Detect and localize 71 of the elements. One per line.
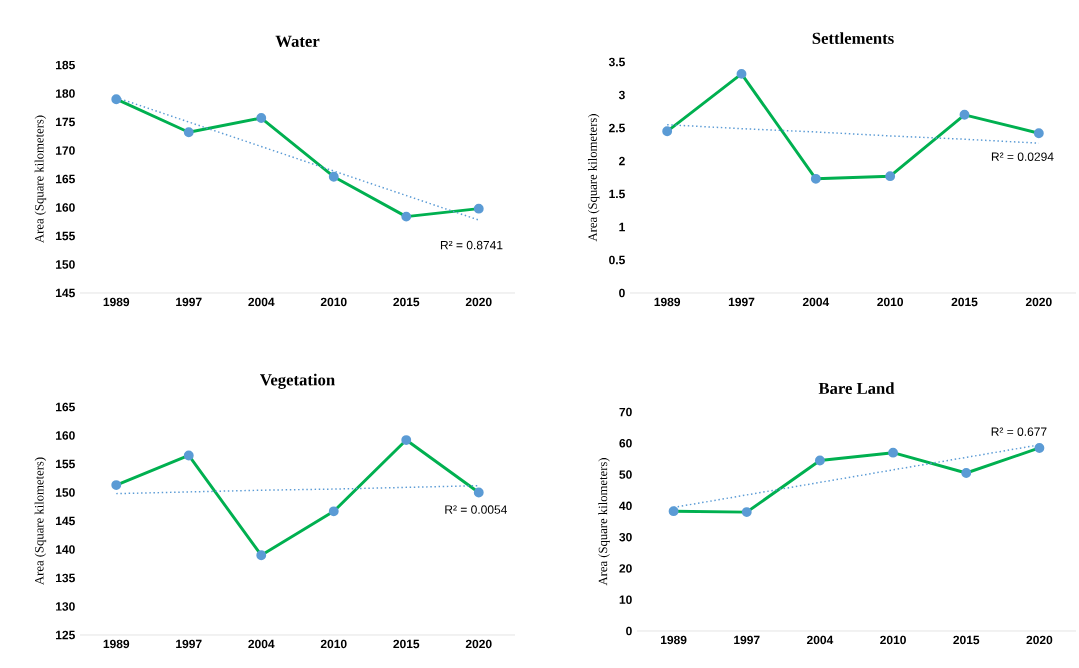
y-tick-label: 155 bbox=[56, 231, 75, 241]
y-tick-label: 70 bbox=[619, 407, 632, 417]
chart-title: Settlements bbox=[812, 32, 894, 44]
y-tick-label: 140 bbox=[56, 545, 75, 554]
y-tick-label: 20 bbox=[619, 564, 632, 573]
annotation: R² = 0.677 bbox=[991, 427, 1047, 436]
y-tick-label: 30 bbox=[619, 532, 632, 542]
x-tick-label: 2020 bbox=[465, 297, 492, 307]
point bbox=[111, 94, 122, 105]
x-tick-label: 2010 bbox=[880, 635, 906, 645]
x-tick-label: 2004 bbox=[802, 297, 830, 307]
y-tick-label: 150 bbox=[56, 260, 75, 269]
x-tick-label: 2015 bbox=[393, 297, 420, 307]
x-tick-label: 2015 bbox=[953, 635, 980, 645]
y-tick-label: 130 bbox=[56, 602, 75, 611]
chart-title: Water bbox=[275, 35, 320, 47]
x-tick-label: 1997 bbox=[728, 297, 755, 307]
annotation: R² = 0.8741 bbox=[440, 240, 503, 250]
y-tick-label: 170 bbox=[56, 146, 75, 155]
y-tick-label: 160 bbox=[56, 203, 75, 212]
y-tick-label: 1.5 bbox=[609, 189, 625, 199]
x-tick-label: 1997 bbox=[176, 639, 202, 649]
y-tick-label: 2.5 bbox=[609, 123, 625, 133]
x-tick-label: 2020 bbox=[1026, 635, 1053, 645]
x-tick-label: 2010 bbox=[877, 297, 904, 307]
y-tick-label: 3 bbox=[618, 90, 625, 100]
y-tick-label: 145 bbox=[56, 516, 75, 526]
y-tick-label: 175 bbox=[56, 117, 75, 127]
x-tick-label: 1989 bbox=[103, 297, 130, 307]
x-tick-label: 1997 bbox=[176, 297, 202, 307]
x-tick-label: 1989 bbox=[654, 297, 681, 307]
y-tick-label: 40 bbox=[619, 501, 632, 511]
x-tick-label: 2020 bbox=[1025, 297, 1052, 307]
x-tick-label: 1997 bbox=[734, 635, 760, 645]
x-tick-label: 2010 bbox=[320, 639, 347, 649]
y-tick-label: 3.5 bbox=[608, 57, 625, 67]
y-tick-label: 0 bbox=[626, 626, 632, 636]
y-tick-label: 0.5 bbox=[609, 255, 625, 265]
y-tick-label: 165 bbox=[56, 402, 75, 412]
y-tick-label: 50 bbox=[619, 470, 632, 479]
y-tick-label: 160 bbox=[56, 431, 75, 440]
y-axis-title: Area (Square kilometers) bbox=[598, 458, 610, 586]
annotation: R² = 0.0294 bbox=[991, 152, 1054, 161]
y-axis-title: Area (Square kilometers) bbox=[34, 115, 47, 243]
y-tick-label: 165 bbox=[56, 174, 75, 184]
x-tick-label: 2020 bbox=[465, 639, 492, 649]
y-tick-label: 1 bbox=[619, 222, 625, 232]
y-tick-label: 60 bbox=[619, 439, 632, 448]
chart-title: Vegetation bbox=[260, 373, 335, 389]
chart-title: Bare Land bbox=[818, 382, 895, 394]
y-tick-label: 150 bbox=[56, 488, 75, 497]
y-tick-label: 185 bbox=[56, 60, 75, 70]
y-tick-label: 0 bbox=[619, 288, 625, 298]
y-tick-label: 125 bbox=[56, 630, 75, 640]
x-tick-label: 2010 bbox=[320, 297, 347, 307]
y-tick-label: 145 bbox=[56, 288, 75, 298]
y-tick-label: 10 bbox=[619, 595, 632, 604]
y-tick-label: 2 bbox=[619, 156, 625, 166]
y-axis-title: Area (Square kilometers) bbox=[34, 457, 47, 585]
annotation: R² = 0.0054 bbox=[445, 505, 507, 514]
x-tick-label: 1989 bbox=[103, 639, 130, 649]
x-tick-label: 2004 bbox=[248, 297, 275, 307]
x-tick-label: 2015 bbox=[951, 297, 978, 307]
y-tick-label: 180 bbox=[56, 89, 75, 98]
x-tick-label: 2015 bbox=[393, 639, 420, 649]
x-tick-label: 2004 bbox=[806, 635, 834, 645]
y-tick-label: 135 bbox=[56, 573, 75, 583]
x-tick-label: 2004 bbox=[248, 639, 275, 649]
y-axis-title: Area (Square kilometers) bbox=[587, 114, 600, 242]
x-tick-label: 1989 bbox=[660, 635, 687, 645]
y-tick-label: 155 bbox=[56, 459, 75, 469]
